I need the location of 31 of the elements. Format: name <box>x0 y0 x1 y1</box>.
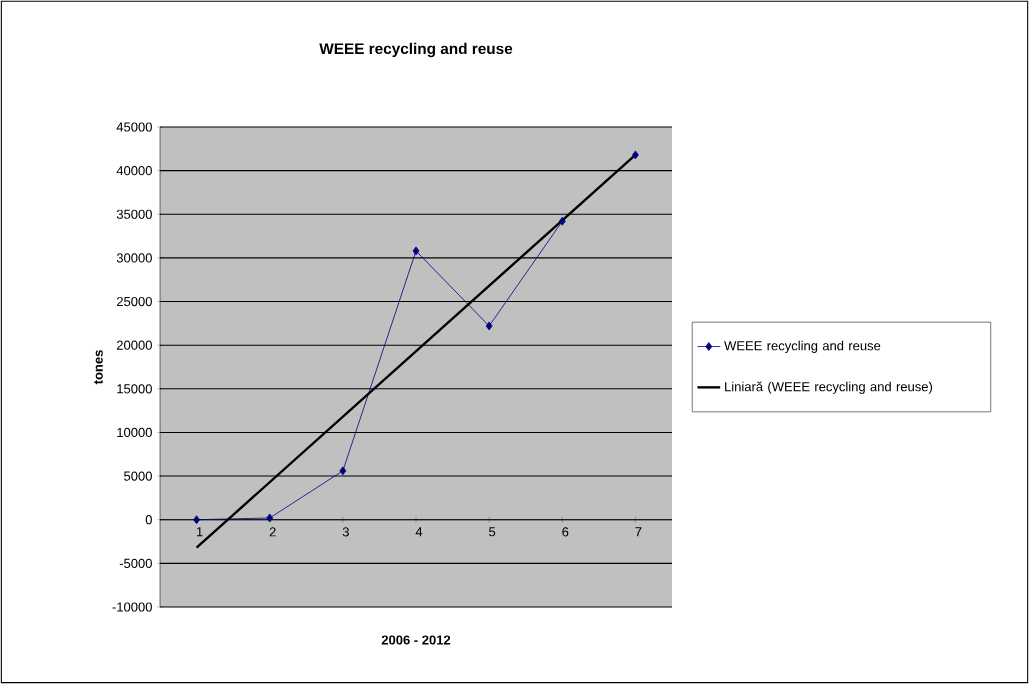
chart-title: WEEE recycling and reuse <box>319 42 513 58</box>
y-tick-label: 35000 <box>116 209 152 219</box>
point <box>339 466 347 476</box>
x-tick-label: 2 <box>269 527 276 537</box>
y-tick-label: 15000 <box>117 384 152 394</box>
point <box>266 513 274 523</box>
y-tick-label: 20000 <box>116 340 152 350</box>
x-tick-label: 7 <box>635 527 642 537</box>
x-tick-label: 1 <box>196 527 203 537</box>
y-tick-label: -5000 <box>119 558 152 568</box>
x-tick-label: 3 <box>342 527 349 537</box>
x-tick-label: 6 <box>562 527 569 537</box>
x-tick-label: 4 <box>415 527 423 537</box>
y-tick-label: 30000 <box>116 253 152 263</box>
point <box>632 150 639 160</box>
y-tick-label: 0 <box>145 515 152 525</box>
point <box>558 216 566 226</box>
point <box>485 321 493 331</box>
x-tick-label: 5 <box>489 527 496 537</box>
y-tick-label: 45000 <box>116 122 152 132</box>
y-axis-title: tones <box>94 350 103 385</box>
y-tick-label: 10000 <box>117 427 152 438</box>
legend-label: WEEE recycling and reuse <box>724 340 881 353</box>
legend-label: Liniară (WEEE recycling and reuse) <box>725 381 933 394</box>
point <box>412 246 420 256</box>
x-axis-title: 2006 - 2012 <box>381 635 451 645</box>
y-tick-label: -10000 <box>112 602 152 612</box>
y-tick-label: 40000 <box>116 166 152 176</box>
y-tick-label: 25000 <box>116 296 152 307</box>
y-tick-label: 5000 <box>124 471 152 481</box>
point <box>193 515 200 525</box>
